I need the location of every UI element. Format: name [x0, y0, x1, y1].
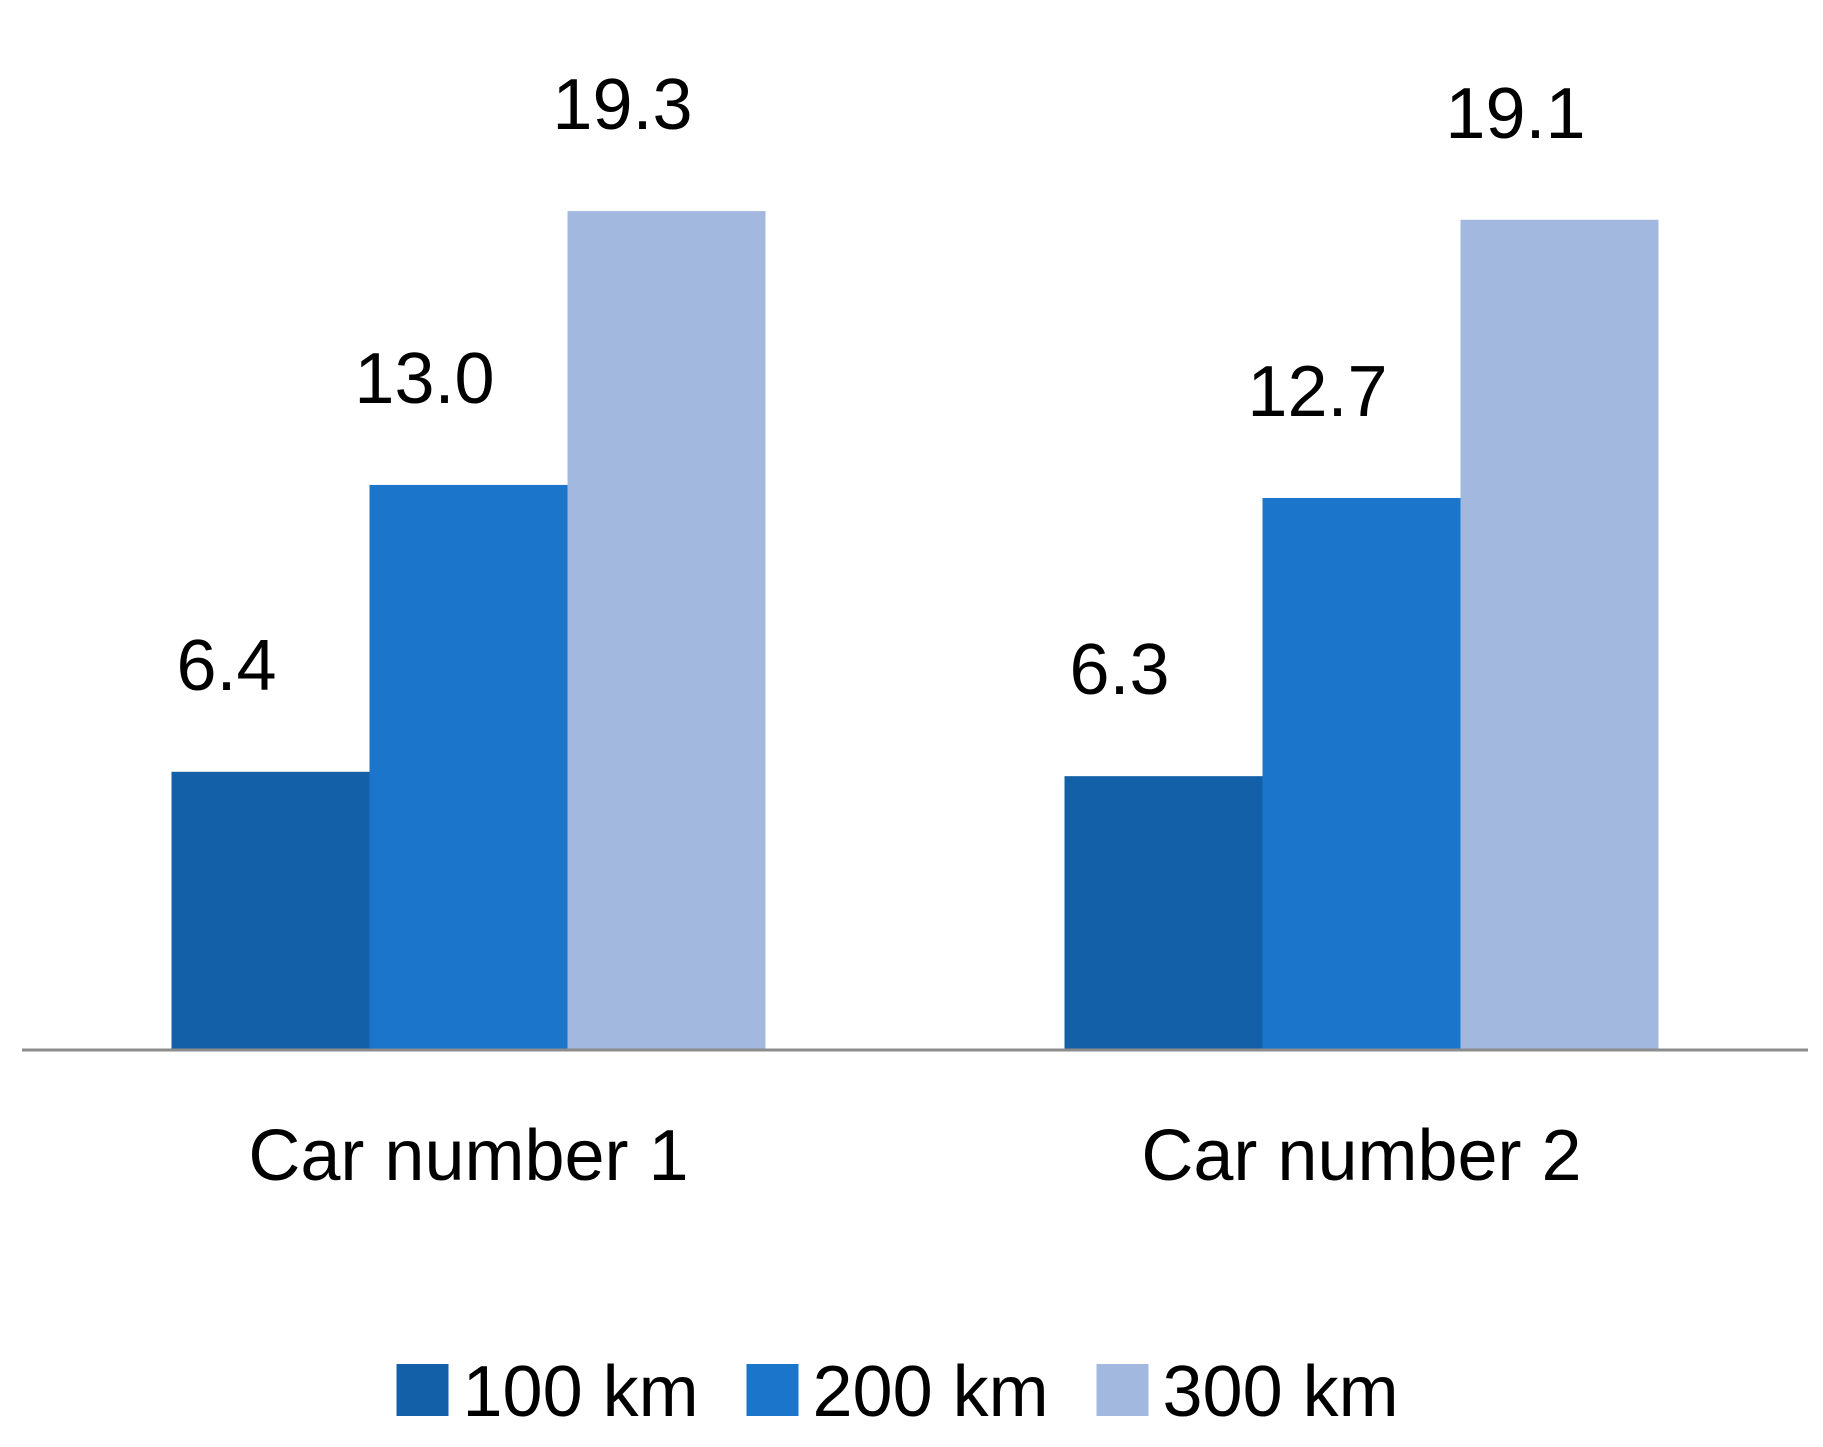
bar-2-2 — [1262, 497, 1461, 1050]
bar-1-3 — [567, 211, 766, 1051]
legend-swatch-3 — [1096, 1364, 1149, 1416]
category-label-1: Car number 1 — [248, 1116, 688, 1196]
legend-item-3: 300 km — [1096, 1352, 1399, 1432]
legend-label-1: 100 km — [463, 1352, 699, 1432]
legend-swatch-2 — [746, 1364, 799, 1416]
bar-1-1 — [171, 771, 370, 1050]
legend: 100 km 200 km 300 km — [396, 1352, 1399, 1432]
bar-2-3 — [1460, 219, 1659, 1050]
bar-2-1 — [1064, 776, 1263, 1050]
category-label-2: Car number 2 — [1141, 1116, 1581, 1196]
category-labels-layer: Car number 1 Car number 2 — [248, 1116, 1581, 1196]
data-label-1-2: 13.0 — [354, 339, 494, 419]
data-label-1-1: 6.4 — [176, 626, 276, 706]
bars-layer — [171, 211, 1659, 1051]
legend-label-2: 200 km — [813, 1352, 1049, 1432]
legend-label-3: 300 km — [1163, 1352, 1399, 1432]
data-label-2-2: 12.7 — [1247, 352, 1387, 432]
legend-swatch-1 — [396, 1364, 449, 1416]
legend-item-1: 100 km — [396, 1352, 699, 1432]
data-label-2-1: 6.3 — [1069, 630, 1169, 710]
data-label-2-3: 19.1 — [1445, 74, 1585, 154]
data-labels-layer: 6.4 13.0 19.3 6.3 12.7 19.1 — [176, 65, 1585, 710]
bar-1-2 — [369, 484, 568, 1050]
data-label-1-3: 19.3 — [552, 65, 692, 145]
legend-item-2: 200 km — [746, 1352, 1049, 1432]
